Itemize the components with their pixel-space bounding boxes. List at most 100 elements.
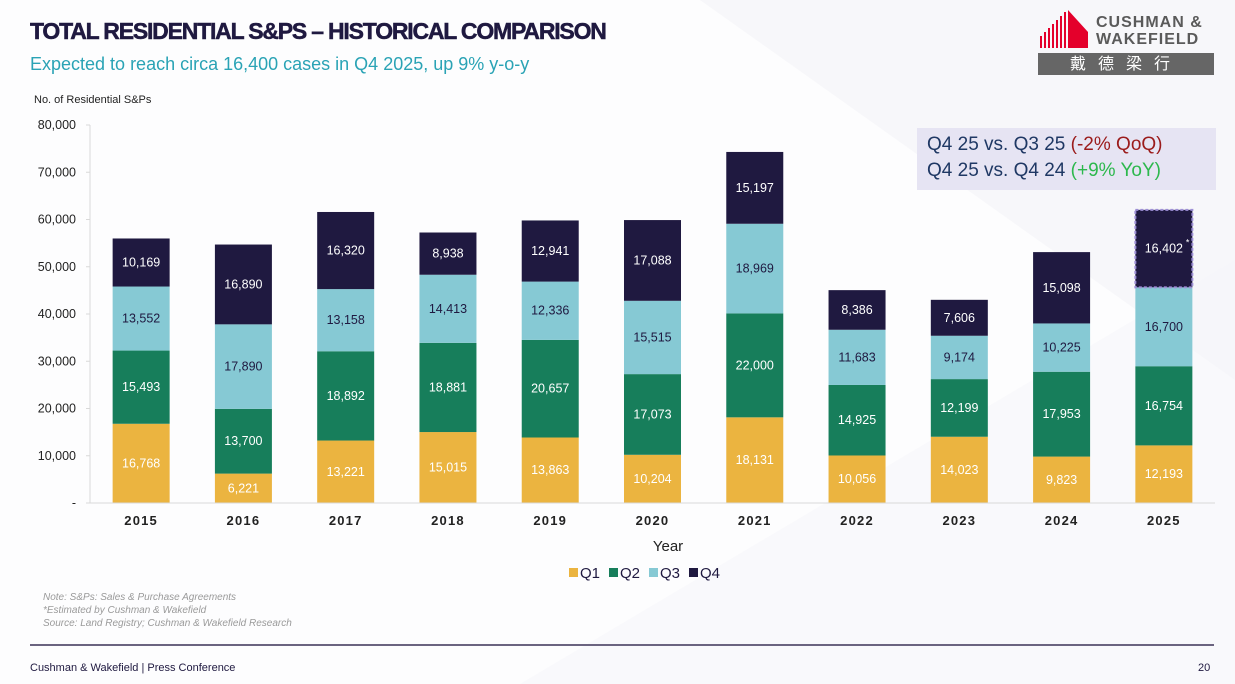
legend-label: Q3 [660, 565, 680, 582]
bar-segment-q2-2023 [930, 379, 988, 437]
bar-segment-q4-2015 [112, 238, 170, 287]
stacked-bar-chart: No. of Residential S&Ps - 10,000 20,000 30,… [34, 94, 1215, 582]
y-tick-label: 40,000 [38, 307, 76, 321]
bar-segment-q2-2018 [419, 342, 477, 433]
bar-segment-q3-2018 [419, 274, 477, 343]
x-tick-label: 2019 [533, 513, 567, 528]
bar-segment-q4-2020 [624, 220, 681, 301]
legend-swatch [649, 568, 658, 577]
comparison-callout: Q4 25 vs. Q3 25 (-2% QoQ) Q4 25 vs. Q4 2… [917, 128, 1216, 190]
bar-segment-q3-2015 [112, 286, 170, 351]
bar-segment-q1-2025 [1135, 445, 1193, 503]
y-tick-label: 70,000 [38, 165, 76, 179]
data-label-q3-2017: 13,158 [327, 313, 365, 327]
bar-stack-2018: 15,015 18,881 14,413 8,938 [419, 232, 477, 503]
legend-item-q4: Q4 [689, 565, 720, 582]
data-label-q4-2021: 15,197 [736, 181, 774, 195]
bar-segment-q1-2023 [930, 436, 988, 503]
data-label-q1-2016: 6,221 [228, 481, 259, 495]
bar-segment-q1-2017 [317, 440, 375, 503]
bar-segment-q2-2022 [828, 384, 886, 456]
bar-segment-q1-2016 [214, 473, 272, 503]
bar-segment-q2-2016 [214, 408, 272, 474]
y-tick-label: 80,000 [38, 118, 76, 132]
data-label-q4-2016: 16,890 [224, 277, 262, 291]
x-axis-labels: 2015 2016 2017 2018 2019 2020 2021 2022 2023 2024… [124, 513, 1179, 528]
page-number: 20 [1198, 662, 1211, 674]
data-label-q1-2015: 16,768 [122, 456, 160, 470]
y-tick-label: 30,000 [38, 354, 76, 368]
legend-item-q3: Q3 [649, 565, 680, 582]
y-tick-label: 50,000 [38, 260, 76, 274]
bar-stack-2021: 18,131 22,000 18,969 15,197 [726, 151, 784, 503]
logo-chinese-name: 戴德梁行 [1038, 53, 1214, 75]
building-icon [1040, 10, 1088, 48]
page-subtitle: Expected to reach circa 16,400 cases in … [30, 54, 530, 74]
bar-segment-q2-2015 [112, 350, 170, 424]
footer-divider [30, 644, 1214, 646]
bar-segment-q4-2023 [930, 299, 988, 336]
bar-stack-2016: 6,221 13,700 17,890 16,890 [214, 244, 272, 503]
note-estimate: *Estimated by Cushman & Wakefield [43, 605, 207, 616]
data-label-q3-2025: 16,700 [1145, 320, 1183, 334]
bar-segment-q2-2017 [317, 351, 375, 441]
data-label-q2-2025: 16,754 [1145, 399, 1183, 413]
legend-item-q1: Q1 [569, 565, 600, 582]
data-label-q2-2015: 15,493 [122, 380, 160, 394]
data-label-q3-2020: 15,515 [633, 330, 671, 344]
legend-label: Q1 [580, 565, 600, 582]
bar-segment-q4-2018 [419, 232, 477, 275]
x-tick-label: 2020 [636, 513, 670, 528]
data-label-q3-2021: 18,969 [736, 262, 774, 276]
legend: Q1 Q2 Q3 Q4 [569, 565, 720, 582]
bar-segment-q3-2025 [1135, 287, 1193, 367]
data-label-q2-2022: 14,925 [838, 413, 876, 427]
bar-segment-q1-2019 [521, 437, 579, 503]
logo-line-2: WAKEFIELD [1096, 31, 1200, 48]
data-label-q1-2022: 10,056 [838, 472, 876, 486]
bar-segment-q2-2025 [1135, 366, 1193, 446]
data-label-q4-2022: 8,386 [841, 303, 872, 317]
note-source: Source: Land Registry; Cushman & Wakefie… [43, 618, 292, 629]
qoq-label: Q4 25 vs. Q3 25 [927, 134, 1071, 155]
data-label-q1-2019: 13,863 [531, 463, 569, 477]
qoq-change: (-2% QoQ) [1070, 134, 1163, 155]
bar-stack-2015: 16,768 15,493 13,552 10,169 [112, 238, 170, 503]
yoy-label: Q4 25 vs. Q4 24 [927, 160, 1071, 181]
bar-segment-q3-2017 [317, 289, 375, 352]
x-tick-label: 2017 [329, 513, 363, 528]
bar-stack-2024: 9,823 17,953 10,225 15,098 [1033, 252, 1091, 503]
x-axis-title: Year [653, 538, 683, 555]
data-label-q1-2023: 14,023 [940, 463, 978, 477]
y-tick-label: 20,000 [38, 402, 76, 416]
y-tick-label: 60,000 [38, 213, 76, 227]
page-title: TOTAL RESIDENTIAL S&PS – HISTORICAL COMP… [30, 18, 607, 45]
bar-segment-q3-2016 [214, 324, 272, 409]
legend-swatch [569, 568, 578, 577]
bar-segment-q2-2024 [1033, 371, 1091, 457]
x-tick-label: 2021 [738, 513, 772, 528]
legend-label: Q2 [620, 565, 640, 582]
data-label-q1-2018: 15,015 [429, 461, 467, 475]
x-tick-label: 2023 [942, 513, 976, 528]
bar-segment-q4-2022 [828, 290, 886, 330]
yoy-change: (+9% YoY) [1070, 160, 1161, 181]
data-label-q1-2021: 18,131 [736, 453, 774, 467]
bar-segment-q3-2020 [624, 300, 681, 375]
bar-segment-q1-2020 [624, 454, 681, 503]
data-label-q3-2019: 12,336 [531, 304, 569, 318]
bar-segment-q2-2020 [624, 374, 681, 455]
data-label-q4-2018: 8,938 [432, 247, 463, 261]
data-label-q4-2024: 15,098 [1042, 281, 1080, 295]
data-label-q3-2023: 9,174 [944, 350, 975, 364]
footer-text: Cushman & Wakefield | Press Conference [30, 662, 236, 674]
bar-segment-q3-2021 [726, 223, 784, 314]
bar-segment-q1-2021 [726, 417, 784, 503]
x-tick-label: 2016 [227, 513, 261, 528]
bar-stack-2019: 13,863 20,657 12,336 12,941 [521, 220, 579, 503]
bar-segment-q3-2019 [521, 281, 579, 340]
company-logo: CUSHMAN & WAKEFIELD 戴德梁行 [1038, 8, 1214, 75]
bar-segment-q1-2024 [1033, 456, 1091, 503]
y-tick-label: - [72, 496, 76, 510]
bar-segment-q3-2024 [1033, 323, 1091, 372]
